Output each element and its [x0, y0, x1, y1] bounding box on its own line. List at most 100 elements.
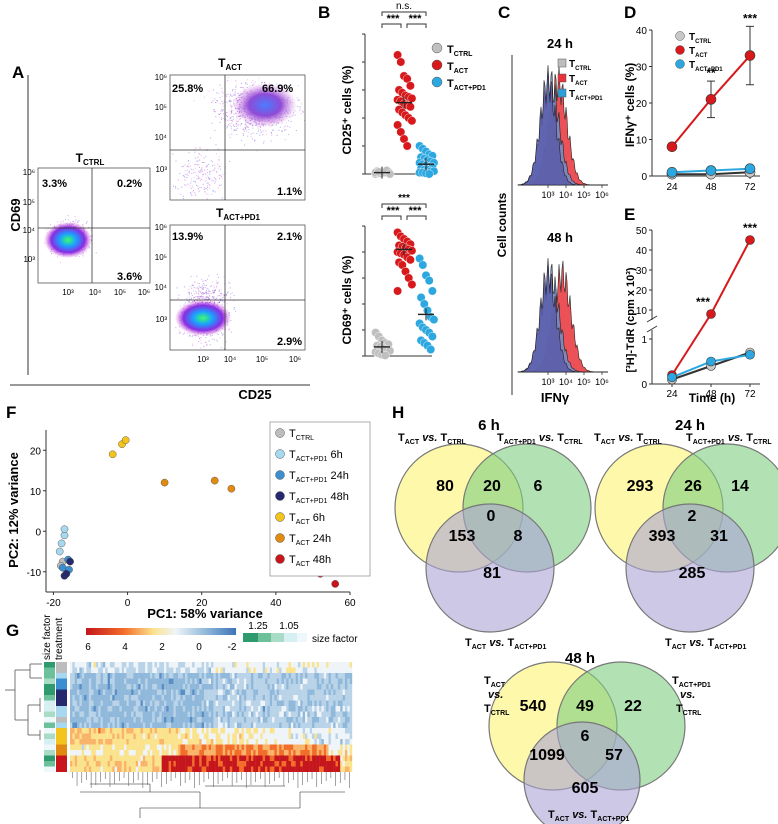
flow-event [92, 235, 93, 237]
heat-cell [185, 689, 188, 695]
flow-event [220, 176, 222, 178]
heat-cell [250, 722, 254, 728]
flow-event [206, 172, 208, 174]
heat-cell [91, 689, 94, 695]
heat-cell [166, 667, 169, 673]
heat-cell [124, 700, 127, 706]
heat-cell [274, 695, 277, 701]
hist-x-ticklabel: 10⁴ [559, 190, 573, 200]
flow-event [196, 178, 198, 180]
flow-event [184, 179, 186, 181]
flow-event [197, 288, 199, 290]
heat-cell [337, 684, 341, 690]
heat-cell [206, 722, 209, 728]
heat-cell [215, 722, 219, 728]
heat-cell [281, 728, 285, 734]
flow-event [233, 294, 235, 296]
d-x-ticklabel: 48 [705, 182, 717, 193]
flow-event [213, 292, 215, 294]
heat-cell [208, 673, 212, 679]
heat-cell [114, 717, 118, 723]
panel-f-label: F [6, 403, 16, 422]
scale-tick-4: 4 [122, 642, 128, 653]
pca-legend-marker [275, 449, 285, 459]
heat-cell [112, 673, 115, 679]
heat-cell [227, 689, 230, 695]
heat-cell [225, 684, 228, 690]
heat-cell [305, 739, 308, 745]
scale-tick-0: 0 [196, 642, 202, 653]
heat-cell [330, 667, 334, 673]
heat-cell [93, 728, 97, 734]
flow-event [186, 174, 188, 176]
heat-cell [178, 744, 181, 750]
heat-cell [314, 744, 317, 750]
heat-cell [175, 706, 179, 712]
heat-cell [255, 695, 259, 701]
heat-cell [316, 728, 320, 734]
histogram-48h: 10³ 10⁴ 10⁵ 10⁶ [517, 258, 609, 387]
heat-cell [312, 678, 315, 684]
panel-b: B CD25⁺ cells (%) CD69⁺ cells (%) n.s.**… [318, 1, 486, 360]
heat-cell [218, 662, 221, 668]
heat-cell [161, 717, 165, 723]
heat-cell [105, 722, 108, 728]
flow-event [208, 275, 210, 277]
heat-cell [253, 673, 256, 679]
heat-cell [236, 689, 240, 695]
heat-cell [344, 667, 348, 673]
b-sig-right: *** [409, 13, 423, 25]
heat-cell [265, 728, 268, 734]
flow-event [78, 256, 80, 258]
flow-event [218, 290, 220, 292]
heat-cell [182, 673, 186, 679]
heat-cell [88, 700, 92, 706]
heat-cell [295, 733, 299, 739]
flow-event [196, 292, 198, 294]
flow-event [230, 104, 231, 106]
heat-cell [316, 695, 320, 701]
heat-cell [335, 739, 339, 745]
flow-event [200, 342, 202, 344]
treatment-cell [56, 673, 67, 679]
heat-cell [347, 695, 350, 701]
heat-cell [314, 711, 317, 717]
heat-cell [171, 728, 174, 734]
heat-cell [276, 662, 280, 668]
flow-event [218, 159, 220, 161]
heat-cell [347, 717, 350, 723]
pca-x-ticklabel: 20 [196, 598, 208, 609]
treatment-cell [56, 695, 67, 701]
flow-event [226, 101, 228, 103]
heat-cell [182, 667, 186, 673]
flow-event [248, 126, 250, 128]
heat-cell [124, 678, 127, 684]
heat-cell [333, 689, 336, 695]
flow-event [247, 79, 249, 81]
heat-cell [232, 706, 235, 712]
heat-cell [194, 678, 198, 684]
flow-event [193, 287, 195, 289]
heat-cell [159, 717, 162, 723]
flow-event [78, 219, 80, 221]
b-legend-ctrl: TCTRL [447, 44, 473, 58]
heat-cell [84, 728, 87, 734]
heat-cell [178, 711, 181, 717]
heat-cell [349, 689, 353, 695]
heat-cell [253, 678, 256, 684]
flow-event [245, 126, 247, 128]
flow-event [210, 285, 212, 287]
heat-cell [175, 684, 179, 690]
heat-cell [154, 744, 158, 750]
flow-event [219, 97, 221, 99]
flow-event [225, 293, 227, 295]
heat-cell [194, 739, 198, 745]
heat-cell [70, 717, 73, 723]
heat-cell [305, 673, 308, 679]
heat-cell [319, 678, 322, 684]
heat-cell [323, 706, 327, 712]
heat-cell [194, 689, 198, 695]
heat-cell [168, 722, 172, 728]
heat-cell [250, 739, 254, 745]
b-point [405, 102, 415, 112]
